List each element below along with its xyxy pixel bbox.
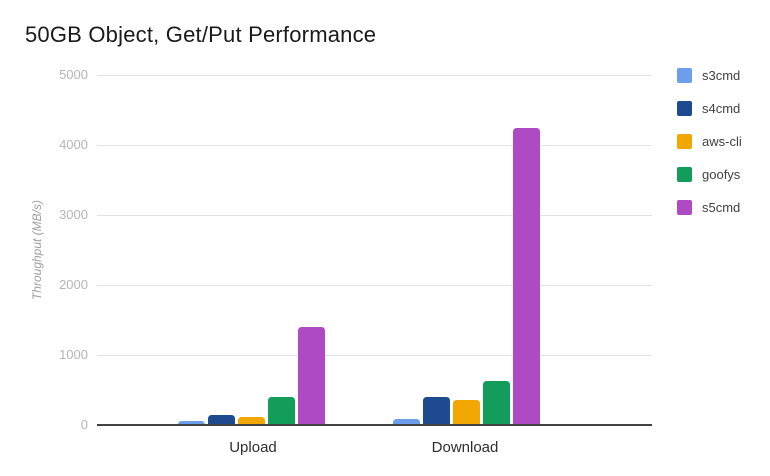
y-tick-label: 2000	[59, 277, 88, 292]
bar-group-download	[393, 128, 540, 425]
gridline	[97, 214, 652, 216]
gridline	[97, 144, 652, 146]
bar-goofys-upload	[268, 397, 295, 425]
legend-swatch-icon	[677, 134, 692, 149]
legend-label: s5cmd	[702, 200, 741, 215]
chart-title: 50GB Object, Get/Put Performance	[25, 22, 377, 47]
legend-label: s3cmd	[702, 68, 741, 83]
bar-s5cmd-download	[513, 128, 540, 425]
x-axis-line	[97, 424, 652, 426]
legend-item-s5cmd: s5cmd	[677, 200, 742, 215]
y-tick-label: 1000	[59, 347, 88, 362]
plot-area	[97, 74, 652, 426]
category-label-upload: Upload	[229, 439, 277, 456]
y-tick-label: 5000	[59, 67, 88, 82]
gridline	[97, 284, 652, 286]
gridline	[97, 74, 652, 76]
bar-group-upload	[178, 327, 325, 425]
bar-s4cmd-upload	[208, 414, 235, 425]
bar-s3cmd-upload	[178, 420, 205, 425]
category-label-download: Download	[431, 439, 499, 456]
legend-swatch-icon	[677, 68, 692, 83]
y-tick-label: 3000	[59, 207, 88, 222]
legend-item-s3cmd: s3cmd	[677, 68, 742, 83]
legend-swatch-icon	[677, 200, 692, 215]
legend-label: goofys	[702, 167, 741, 182]
bar-goofys-download	[483, 380, 510, 425]
bar-s4cmd-download	[423, 397, 450, 425]
legend-swatch-icon	[677, 101, 692, 116]
y-tick-label: 0	[80, 417, 88, 432]
legend-item-goofys: goofys	[677, 167, 742, 182]
bar-aws-cli-upload	[238, 416, 265, 425]
bar-aws-cli-download	[453, 399, 480, 425]
legend-swatch-icon	[677, 167, 692, 182]
bar-s3cmd-download	[393, 419, 420, 425]
legend-label: s4cmd	[702, 101, 741, 116]
bar-s5cmd-upload	[298, 327, 325, 425]
legend: s3cmd s4cmd aws-cli goofys s5cmd	[677, 68, 742, 215]
legend-label: aws-cli	[702, 134, 742, 149]
legend-item-s4cmd: s4cmd	[677, 101, 742, 116]
legend-item-aws-cli: aws-cli	[677, 134, 742, 149]
gridline	[97, 354, 652, 356]
y-tick-label: 4000	[59, 137, 88, 152]
